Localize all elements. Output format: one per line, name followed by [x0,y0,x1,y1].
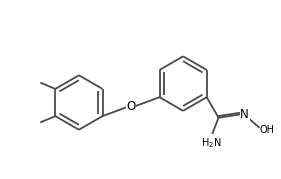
Text: OH: OH [260,125,275,135]
Text: N: N [240,108,249,121]
Text: O: O [126,100,136,113]
Text: H$_2$N: H$_2$N [201,137,222,151]
